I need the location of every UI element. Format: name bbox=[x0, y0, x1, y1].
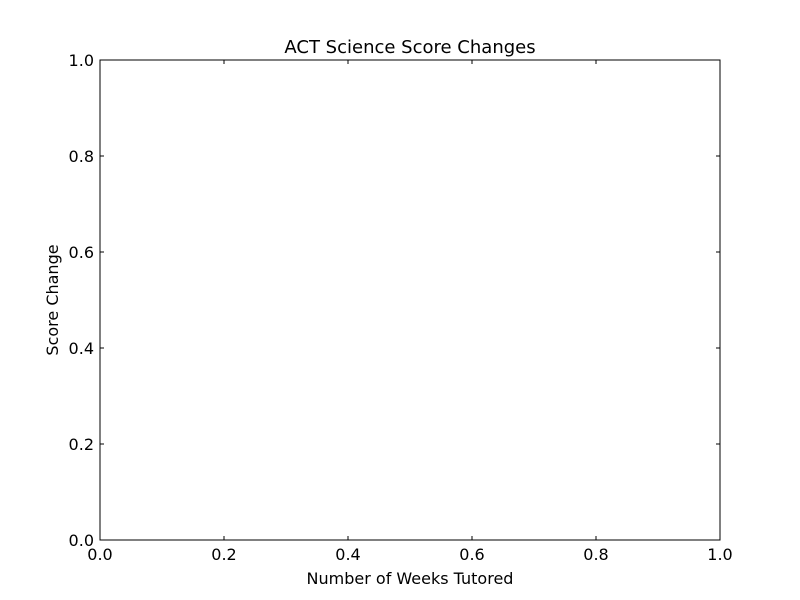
chart-title: ACT Science Score Changes bbox=[284, 37, 535, 58]
x-tick-label: 0.2 bbox=[211, 545, 236, 564]
x-axis-ticks: 0.0 0.2 0.4 0.6 0.8 1.0 bbox=[87, 60, 733, 564]
x-tick-label: 0.4 bbox=[335, 545, 360, 564]
x-tick-label: 1.0 bbox=[707, 545, 732, 564]
x-tick-label: 0.8 bbox=[583, 545, 608, 564]
plot-area-frame bbox=[99, 59, 721, 541]
x-tick-label: 0.0 bbox=[87, 545, 112, 564]
y-axis-ticks: 0.0 0.2 0.4 0.6 0.8 1.0 bbox=[69, 51, 720, 550]
x-tick-label: 0.6 bbox=[459, 545, 484, 564]
y-tick-label: 0.2 bbox=[69, 435, 94, 454]
y-tick-label: 1.0 bbox=[69, 51, 94, 70]
y-tick-label: 0.8 bbox=[69, 147, 94, 166]
y-tick-label: 0.4 bbox=[69, 339, 94, 358]
y-axis-label: Score Change bbox=[43, 244, 62, 355]
y-tick-label: 0.6 bbox=[69, 243, 94, 262]
x-axis-label: Number of Weeks Tutored bbox=[307, 569, 514, 588]
y-tick-label: 0.0 bbox=[69, 531, 94, 550]
